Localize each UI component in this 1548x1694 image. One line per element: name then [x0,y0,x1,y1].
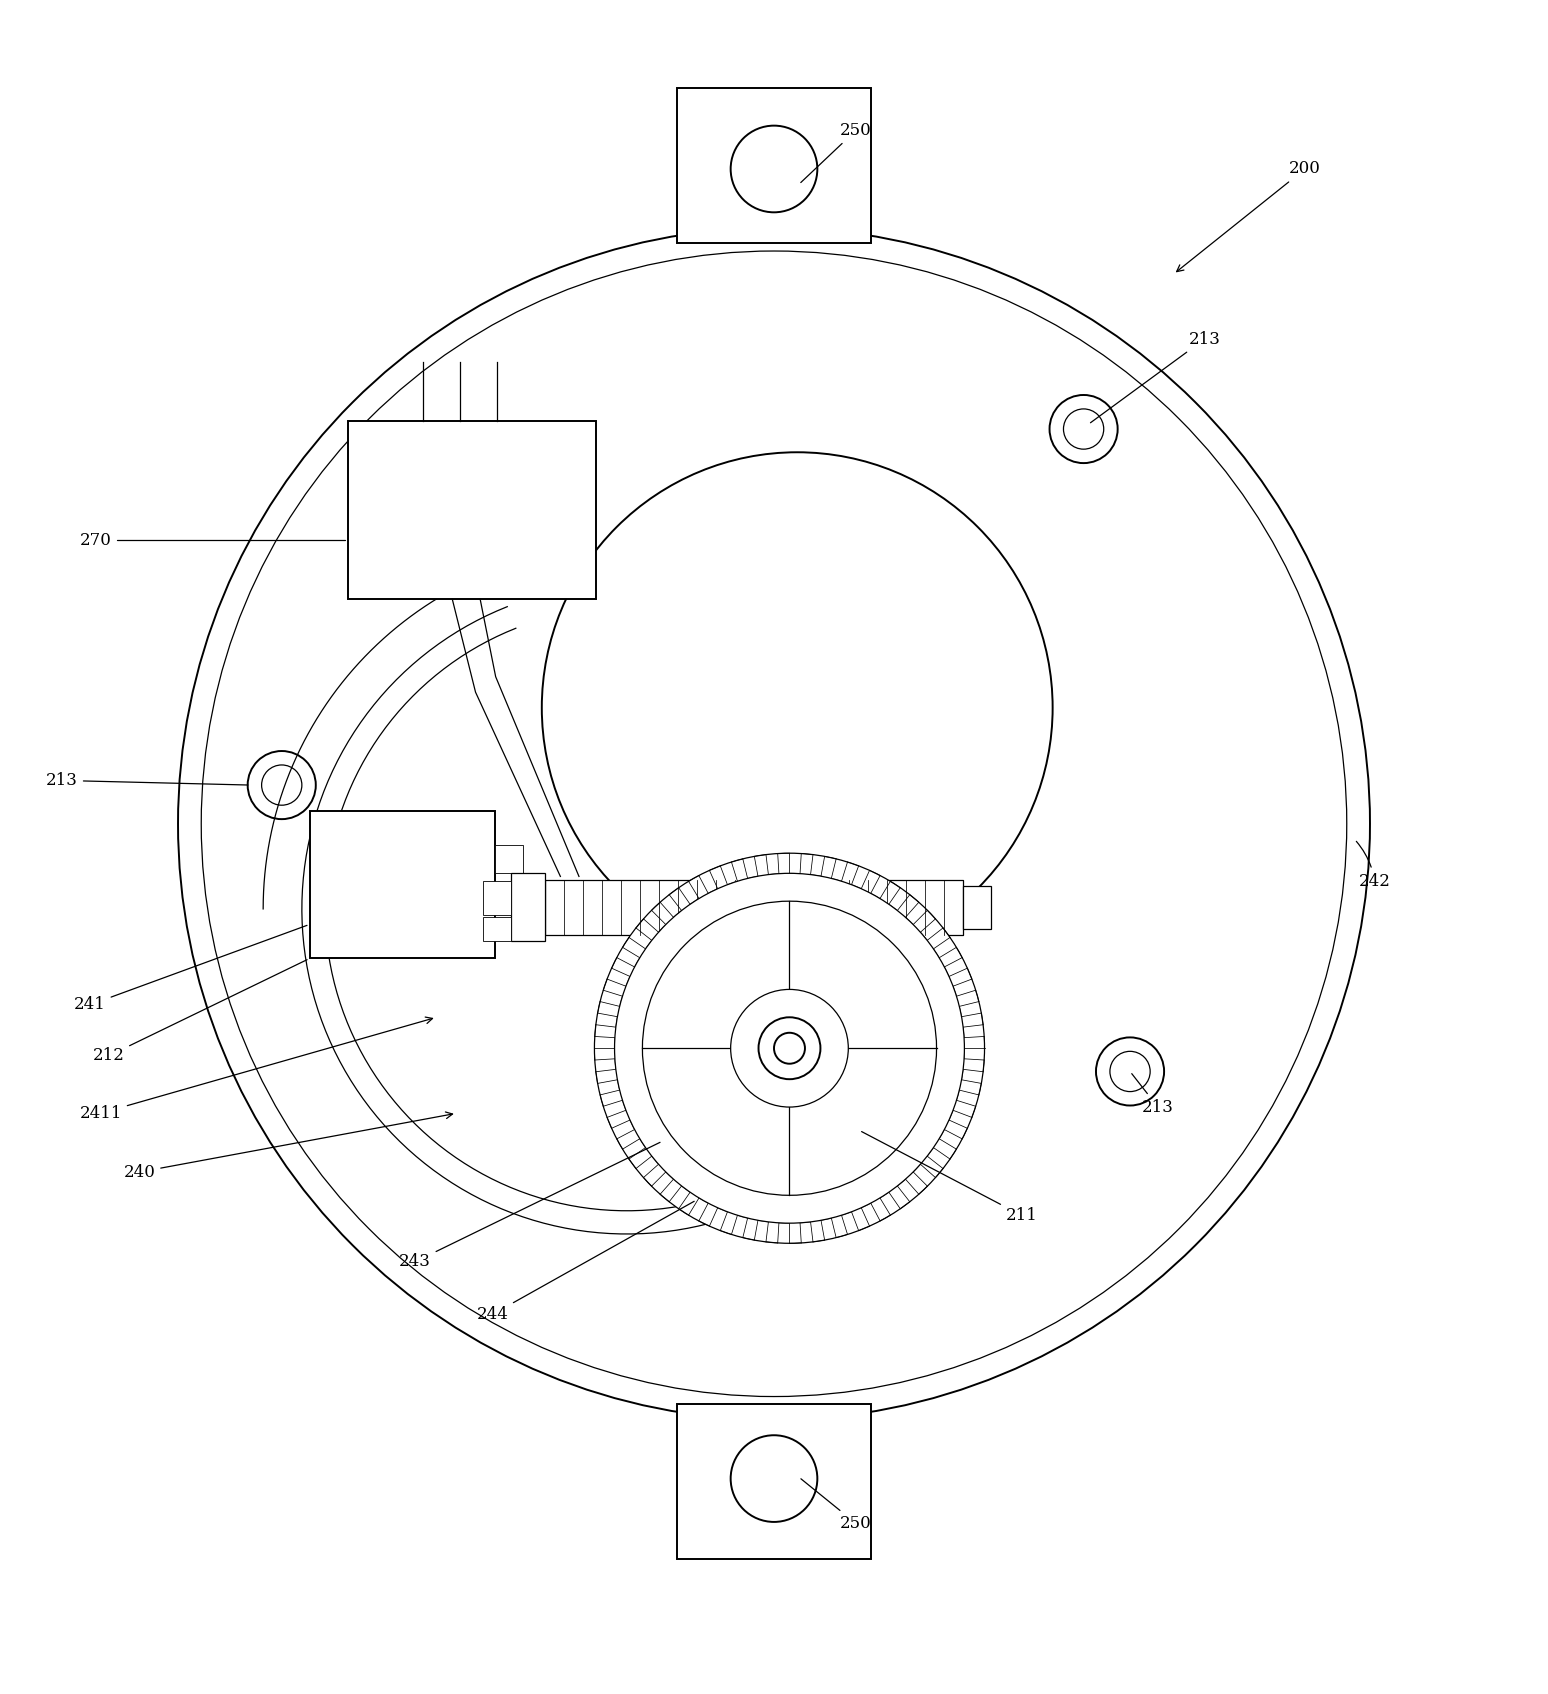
Bar [511,874,545,942]
Circle shape [1096,1037,1164,1106]
Circle shape [759,1018,820,1079]
Circle shape [642,901,937,1196]
Text: 250: 250 [800,1479,872,1531]
Circle shape [774,1033,805,1064]
Text: 211: 211 [862,1132,1037,1225]
Circle shape [178,227,1370,1420]
Bar [495,883,514,901]
Bar [545,879,963,935]
Circle shape [1063,408,1104,449]
Circle shape [615,874,964,1223]
Text: 241: 241 [74,925,307,1013]
Text: 240: 240 [124,1111,452,1181]
Circle shape [594,854,985,1243]
Text: 213: 213 [1090,330,1220,424]
Text: 250: 250 [800,122,872,183]
Circle shape [248,750,316,820]
Bar [483,881,511,915]
Circle shape [542,452,1053,964]
Circle shape [731,1435,817,1521]
Circle shape [1050,395,1118,462]
Bar [348,422,596,600]
Bar [495,898,523,925]
Text: 242: 242 [1356,842,1390,889]
Circle shape [1110,1052,1150,1091]
Text: 2411: 2411 [79,1016,432,1121]
Text: 244: 244 [477,1201,694,1323]
Text: 200: 200 [1176,161,1320,271]
Bar [310,811,495,959]
Text: 270: 270 [80,532,345,549]
Text: 213: 213 [46,772,248,789]
Text: 243: 243 [399,1142,659,1270]
Circle shape [731,125,817,212]
Bar [678,1404,870,1558]
Circle shape [262,766,302,805]
Bar [483,916,511,942]
Bar [678,88,870,244]
Text: 212: 212 [93,960,307,1064]
Circle shape [731,989,848,1108]
Bar [963,886,991,928]
Text: 213: 213 [1132,1074,1173,1116]
Bar [495,845,523,872]
